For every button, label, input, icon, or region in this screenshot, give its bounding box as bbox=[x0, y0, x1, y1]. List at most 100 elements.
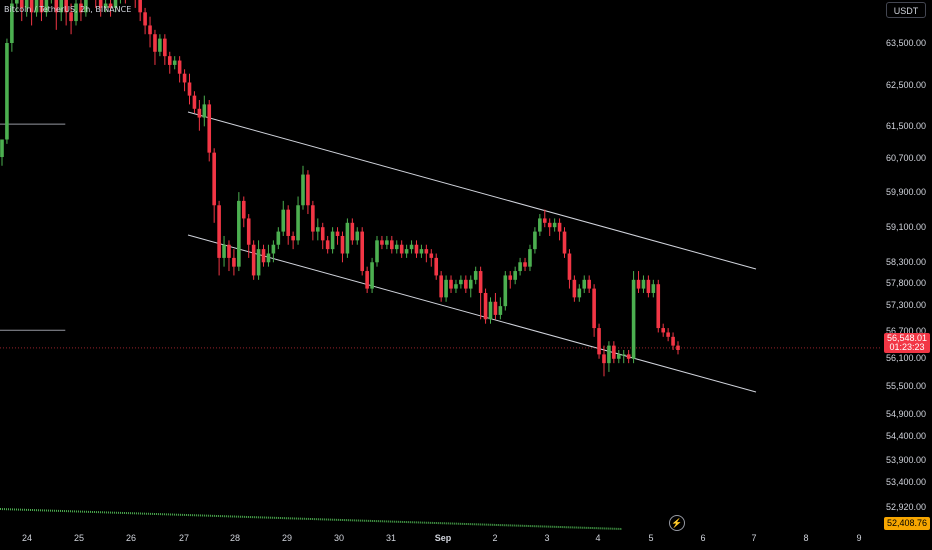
candle-body bbox=[69, 12, 73, 22]
candle bbox=[547, 218, 552, 236]
candle bbox=[64, 0, 68, 26]
candle-body bbox=[64, 0, 68, 13]
currency-button[interactable]: USDT bbox=[886, 2, 926, 18]
candle-body bbox=[523, 262, 527, 267]
candle-body bbox=[572, 279, 577, 298]
candle bbox=[542, 209, 547, 228]
candle bbox=[29, 0, 34, 26]
candle-body bbox=[513, 271, 517, 280]
price-tick-label: 60,700.00 bbox=[886, 153, 926, 163]
candle-body bbox=[518, 262, 522, 272]
candle bbox=[375, 235, 379, 267]
candle bbox=[538, 214, 542, 236]
candle-body bbox=[311, 205, 315, 232]
candle bbox=[419, 244, 424, 258]
candle-body bbox=[488, 301, 493, 320]
candle-body bbox=[478, 271, 483, 293]
price-tick-label: 54,900.00 bbox=[886, 409, 926, 419]
lightning-icon[interactable]: ⚡ bbox=[669, 515, 685, 531]
candle bbox=[380, 235, 384, 250]
candle-body bbox=[385, 240, 389, 245]
candle bbox=[187, 73, 192, 105]
candle bbox=[409, 240, 414, 254]
candle-body bbox=[79, 3, 83, 13]
candle-body bbox=[237, 200, 241, 267]
candle bbox=[5, 38, 9, 144]
channel-upper-line bbox=[187, 111, 757, 270]
candle-body bbox=[296, 205, 300, 241]
candle bbox=[621, 349, 626, 364]
candle-body bbox=[306, 174, 310, 206]
candle bbox=[577, 284, 582, 302]
candle-body bbox=[286, 209, 290, 236]
candle-body bbox=[320, 227, 325, 241]
candle bbox=[153, 29, 157, 65]
candle bbox=[330, 227, 335, 254]
candle bbox=[39, 0, 44, 22]
candle bbox=[296, 196, 300, 245]
channel-lower-line bbox=[187, 234, 757, 393]
candle-body bbox=[626, 354, 631, 359]
candle bbox=[251, 240, 256, 280]
candle bbox=[676, 341, 680, 355]
candle bbox=[656, 279, 661, 333]
candle bbox=[237, 192, 241, 272]
candle bbox=[15, 0, 19, 13]
candle-body bbox=[390, 240, 394, 250]
candle-body bbox=[404, 249, 409, 254]
candle bbox=[607, 341, 611, 372]
candle-body bbox=[148, 25, 152, 35]
candle-body bbox=[612, 345, 616, 359]
time-tick-label: 3 bbox=[544, 533, 549, 543]
candle bbox=[34, 0, 39, 17]
last-price-value: 56,548.01 bbox=[886, 333, 928, 343]
candle bbox=[454, 279, 458, 293]
candle bbox=[311, 200, 315, 241]
candle bbox=[138, 0, 142, 22]
candle bbox=[227, 240, 231, 272]
candle bbox=[291, 231, 295, 250]
candle-body bbox=[582, 279, 587, 289]
candle bbox=[256, 240, 261, 280]
candle-body bbox=[631, 279, 636, 359]
candle bbox=[124, 0, 126, 4]
candle bbox=[651, 279, 656, 298]
candle-body bbox=[459, 279, 463, 285]
candle bbox=[478, 266, 483, 320]
candle bbox=[192, 91, 197, 114]
candle-body bbox=[19, 0, 24, 8]
candle bbox=[19, 0, 24, 22]
price-tick-label: 53,400.00 bbox=[886, 477, 926, 487]
candle bbox=[134, 0, 136, 8]
candle-body bbox=[301, 174, 305, 206]
candle bbox=[315, 218, 320, 241]
candle bbox=[646, 275, 651, 298]
candle bbox=[10, 0, 14, 52]
candle-body bbox=[621, 354, 626, 356]
candle bbox=[167, 51, 172, 74]
candle-body bbox=[207, 104, 212, 153]
candle-body bbox=[340, 235, 345, 254]
candle-body bbox=[0, 139, 4, 158]
candle bbox=[340, 231, 345, 263]
price-tick-label: 56,700.00 bbox=[886, 326, 926, 336]
price-tick-label: 59,100.00 bbox=[886, 222, 926, 232]
candle bbox=[557, 218, 562, 241]
candle-body bbox=[444, 279, 448, 298]
candle bbox=[612, 341, 616, 364]
candle-body bbox=[399, 244, 404, 254]
price-tick-label: 53,900.00 bbox=[886, 455, 926, 465]
candle-body bbox=[355, 231, 360, 241]
candle-body bbox=[29, 0, 34, 13]
candle-body bbox=[143, 12, 147, 26]
candle bbox=[222, 235, 226, 267]
candle bbox=[562, 227, 567, 258]
candle bbox=[597, 323, 601, 359]
candle bbox=[217, 200, 221, 276]
candle-body bbox=[567, 253, 572, 280]
candle-body bbox=[291, 235, 295, 241]
candle bbox=[429, 249, 434, 267]
candle bbox=[207, 100, 212, 162]
candle bbox=[177, 56, 182, 83]
